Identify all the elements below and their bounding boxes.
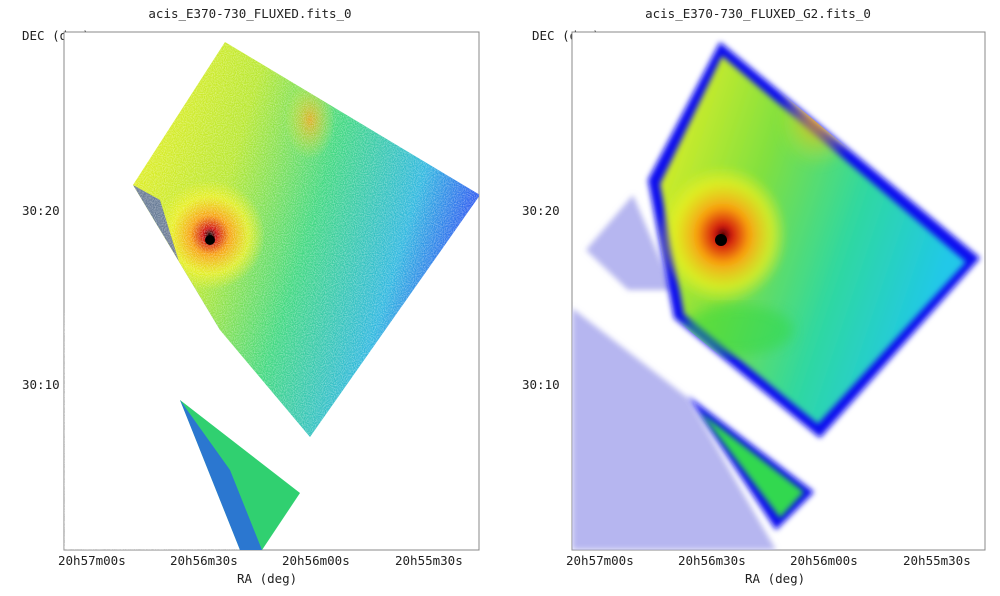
x-axis-label: RA (deg) <box>237 571 298 586</box>
left-image-panel: acis_E370-730_FLUXED.fits_0 DEC (deg) 30… <box>0 0 500 596</box>
y-tick-label: 30:10 <box>22 377 60 392</box>
y-tick-label: 30:20 <box>522 203 560 218</box>
x-tick-label: 20h57m00s <box>566 553 634 568</box>
raw-image-plot[interactable] <box>0 0 500 596</box>
panel-title: acis_E370-730_FLUXED.fits_0 <box>148 6 352 21</box>
y-tick-label: 30:10 <box>522 377 560 392</box>
x-tick-label: 20h55m30s <box>903 553 971 568</box>
x-tick-label: 20h56m00s <box>282 553 350 568</box>
y-tick-label: 30:20 <box>22 203 60 218</box>
bright-source-marker <box>715 234 727 246</box>
x-tick-label: 20h57m00s <box>58 553 126 568</box>
x-tick-label: 20h56m00s <box>790 553 858 568</box>
right-image-panel: acis_E370-730_FLUXED_G2.fits_0 DEC (deg)… <box>508 0 1000 596</box>
x-axis-label: RA (deg) <box>745 571 806 586</box>
x-tick-label: 20h56m30s <box>170 553 238 568</box>
x-tick-label: 20h55m30s <box>395 553 463 568</box>
smoothed-image-plot[interactable] <box>508 0 1000 596</box>
bright-source-marker <box>205 235 215 245</box>
x-tick-label: 20h56m30s <box>678 553 746 568</box>
panel-title: acis_E370-730_FLUXED_G2.fits_0 <box>645 6 871 21</box>
sky-image <box>64 42 479 550</box>
